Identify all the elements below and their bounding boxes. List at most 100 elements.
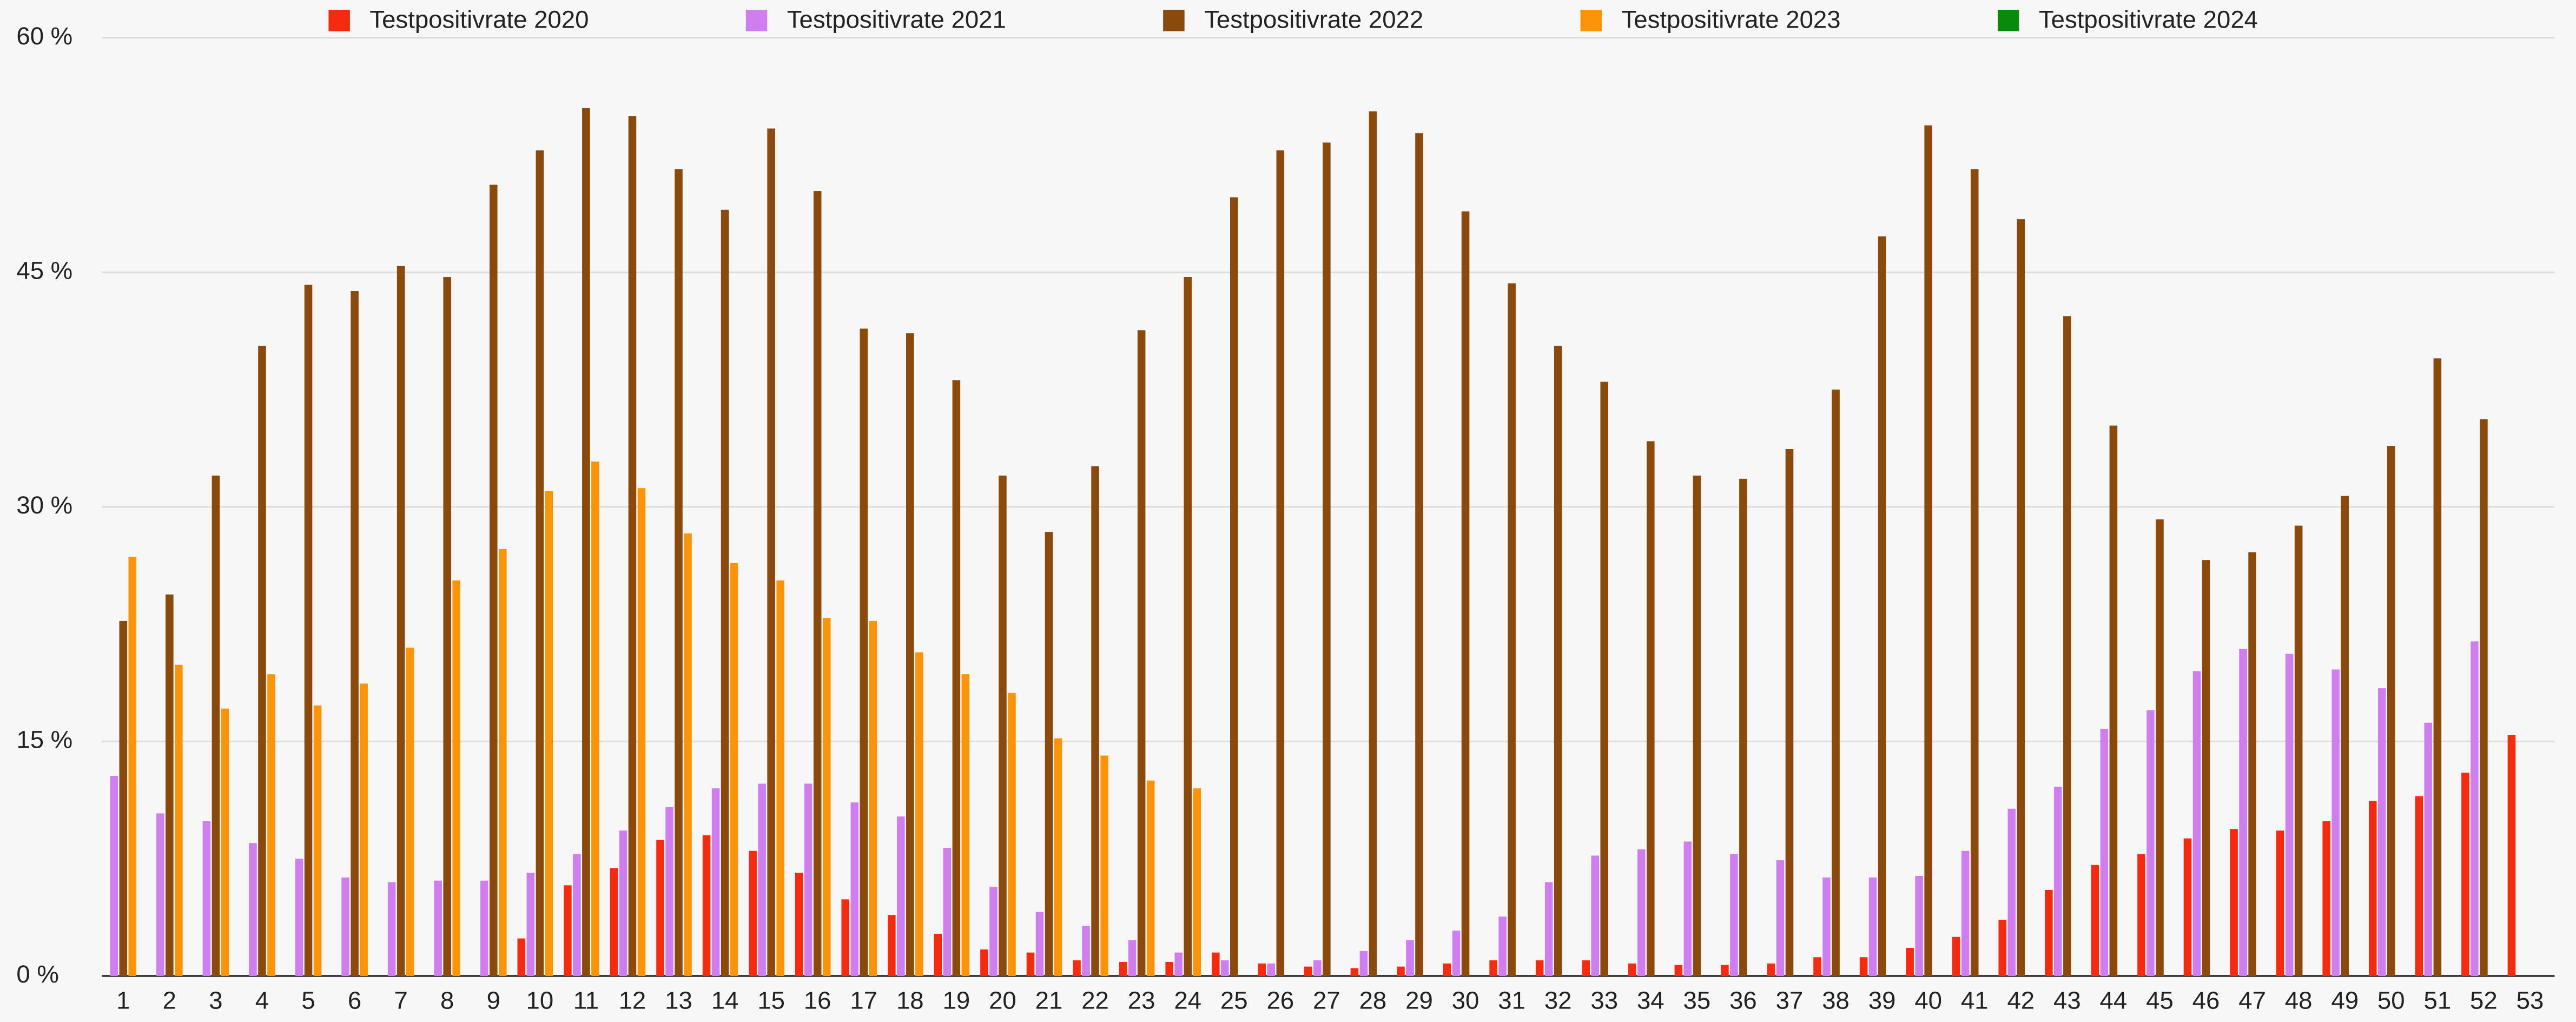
bar: [1739, 478, 1747, 976]
bar: [341, 877, 349, 976]
bar: [397, 266, 405, 976]
bar: [915, 652, 923, 976]
x-tick-label: 39: [1868, 987, 1896, 1014]
bar: [1582, 960, 1590, 976]
bar: [582, 108, 590, 976]
bar: [1832, 390, 1840, 976]
bar: [2341, 496, 2349, 976]
bar: [2192, 671, 2201, 976]
bar: [360, 683, 368, 976]
x-tick-label: 11: [573, 987, 599, 1014]
bar: [313, 705, 322, 976]
bar: [2100, 729, 2109, 976]
bar: [2480, 419, 2488, 976]
bar: [1230, 197, 1238, 976]
bar: [249, 843, 257, 976]
bar: [304, 285, 313, 976]
bar: [221, 708, 229, 976]
bar: [665, 807, 673, 976]
bar: [1184, 277, 1192, 976]
bar: [1508, 283, 1516, 976]
y-tick-label: 15 %: [16, 726, 72, 753]
bar: [684, 533, 692, 976]
x-tick-label: 43: [2053, 987, 2081, 1014]
bar: [2017, 219, 2025, 976]
bar: [2424, 722, 2433, 976]
bar: [2063, 316, 2071, 976]
x-tick-label: 4: [255, 987, 269, 1014]
bar: [2109, 425, 2118, 976]
bar: [1443, 963, 1451, 976]
x-tick-label: 47: [2238, 987, 2266, 1014]
bar: [860, 328, 868, 976]
bar: [897, 816, 905, 976]
bar: [1452, 931, 1461, 976]
bar: [1082, 926, 1090, 976]
bar: [1767, 963, 1775, 976]
x-tick-label: 34: [1637, 987, 1665, 1014]
bar: [2285, 654, 2294, 976]
bar: [1878, 236, 1886, 976]
x-tick-label: 7: [394, 987, 407, 1014]
x-tick-label: 18: [896, 987, 924, 1014]
legend-swatch: [328, 10, 350, 31]
x-tick-label: 27: [1313, 987, 1340, 1014]
bar: [1276, 150, 1285, 976]
bar: [202, 821, 211, 976]
bar: [2054, 787, 2062, 976]
bar: [1785, 449, 1794, 976]
bar: [980, 949, 988, 976]
bar: [1998, 919, 2007, 976]
bar: [1073, 960, 1081, 976]
x-tick-label: 45: [2146, 987, 2174, 1014]
legend-swatch: [745, 10, 768, 31]
bar: [1313, 960, 1322, 976]
x-tick-label: 41: [1961, 987, 1989, 1014]
bar: [730, 563, 738, 976]
bar: [610, 868, 618, 976]
bar: [1776, 860, 1785, 976]
bar: [1119, 961, 1127, 976]
bar: [1628, 963, 1636, 976]
bar: [2276, 830, 2284, 976]
legend-label: Testpositivrate 2020: [369, 6, 589, 34]
x-tick-label: 17: [850, 987, 877, 1014]
x-tick-label: 29: [1405, 987, 1433, 1014]
bar: [989, 887, 998, 976]
bar: [2415, 796, 2423, 976]
bar: [295, 859, 303, 976]
x-tick-label: 32: [1544, 987, 1572, 1014]
bar: [1489, 960, 1497, 976]
bar: [1035, 912, 1044, 976]
bar: [1045, 532, 1053, 976]
bar: [1813, 957, 1821, 976]
bar: [1128, 940, 1137, 976]
bar: [795, 873, 803, 976]
bar: [952, 380, 961, 976]
x-tick-label: 1: [116, 987, 130, 1014]
bar: [999, 476, 1007, 976]
x-tick-label: 19: [943, 987, 970, 1014]
bar: [961, 674, 970, 976]
bar: [517, 938, 526, 976]
bar: [2507, 735, 2516, 976]
bar: [628, 116, 637, 976]
bar: [2230, 829, 2238, 976]
bar: [2461, 773, 2469, 976]
bar: [1952, 937, 1960, 976]
x-tick-label: 22: [1081, 987, 1109, 1014]
x-tick-label: 2: [163, 987, 176, 1014]
bar: [1683, 841, 1692, 976]
x-tick-label: 23: [1128, 987, 1155, 1014]
legend-swatch: [1580, 10, 1602, 31]
bar: [1591, 855, 1600, 976]
bar: [1970, 169, 1979, 976]
bar: [536, 150, 544, 976]
bar: [1369, 111, 1377, 976]
bar: [1220, 960, 1229, 976]
bar: [119, 621, 128, 976]
bar: [888, 915, 896, 976]
y-tick-label: 0 %: [16, 960, 58, 988]
bar: [1258, 963, 1266, 976]
